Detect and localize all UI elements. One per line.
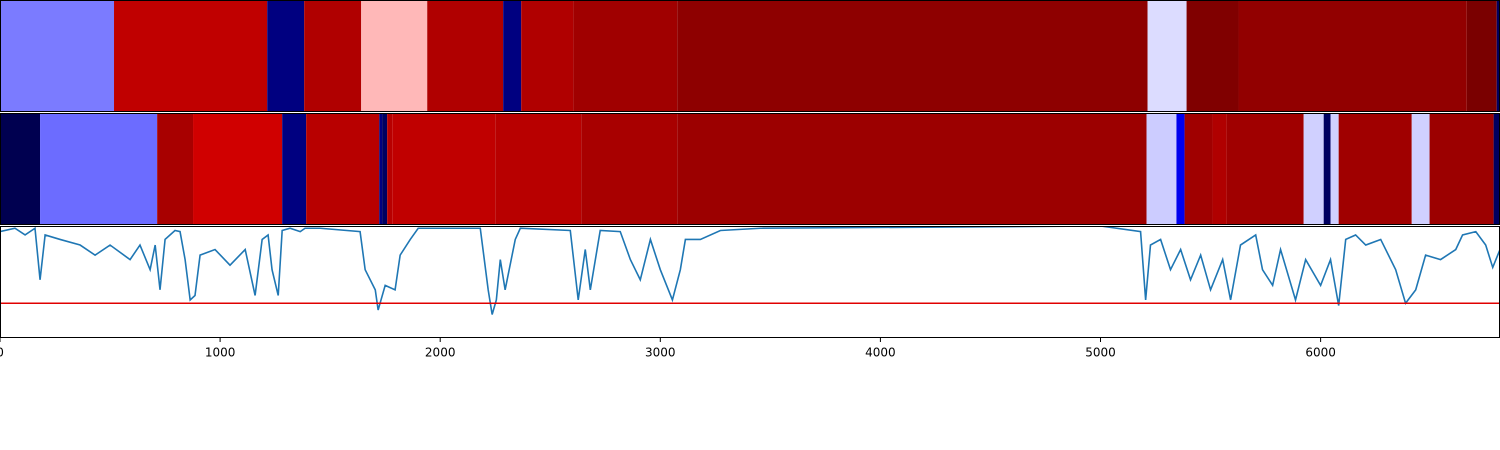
segment bbox=[427, 0, 504, 112]
segment bbox=[387, 113, 393, 225]
segment bbox=[1303, 113, 1324, 225]
segment bbox=[1411, 113, 1430, 225]
segment bbox=[1323, 113, 1331, 225]
segment bbox=[1330, 113, 1339, 225]
segment bbox=[1147, 0, 1187, 112]
x-tick-label: 3000 bbox=[645, 346, 676, 360]
segment bbox=[1212, 113, 1227, 225]
segment bbox=[114, 0, 268, 112]
segment bbox=[361, 0, 428, 112]
segment bbox=[157, 113, 194, 225]
segment bbox=[573, 0, 678, 112]
x-tick-label: 1000 bbox=[205, 346, 236, 360]
segment bbox=[1226, 113, 1304, 225]
line-panel bbox=[0, 226, 1500, 315]
segment bbox=[1238, 0, 1467, 112]
segment bbox=[379, 113, 383, 225]
segment bbox=[0, 0, 115, 112]
line bbox=[0, 226, 1500, 315]
segment bbox=[304, 0, 362, 112]
segment bbox=[1176, 113, 1185, 225]
segment bbox=[1466, 0, 1497, 112]
segment bbox=[1429, 113, 1494, 225]
segment bbox=[1338, 113, 1412, 225]
segment bbox=[503, 0, 522, 112]
segment bbox=[392, 113, 496, 225]
segment bbox=[495, 113, 582, 225]
segment bbox=[581, 113, 678, 225]
x-tick-label: 4000 bbox=[865, 346, 896, 360]
segment bbox=[677, 113, 1147, 225]
segment bbox=[1184, 113, 1213, 225]
segment bbox=[0, 113, 41, 225]
segment bbox=[282, 113, 307, 225]
segment bbox=[382, 113, 388, 225]
panel-frame bbox=[0, 226, 1500, 338]
segment bbox=[40, 113, 158, 225]
x-tick-label: 6000 bbox=[1305, 346, 1336, 360]
segment bbox=[1493, 113, 1500, 225]
segment bbox=[267, 0, 305, 112]
segment bbox=[306, 113, 380, 225]
segment bbox=[1186, 0, 1239, 112]
segment bbox=[677, 0, 1148, 112]
segment bbox=[1496, 0, 1500, 112]
segment bbox=[193, 113, 283, 225]
x-tick-label: 5000 bbox=[1085, 346, 1116, 360]
x-tick-label: 0 bbox=[0, 346, 4, 360]
segment bbox=[521, 0, 574, 112]
segment bbox=[1146, 113, 1177, 225]
x-tick-label: 2000 bbox=[425, 346, 456, 360]
